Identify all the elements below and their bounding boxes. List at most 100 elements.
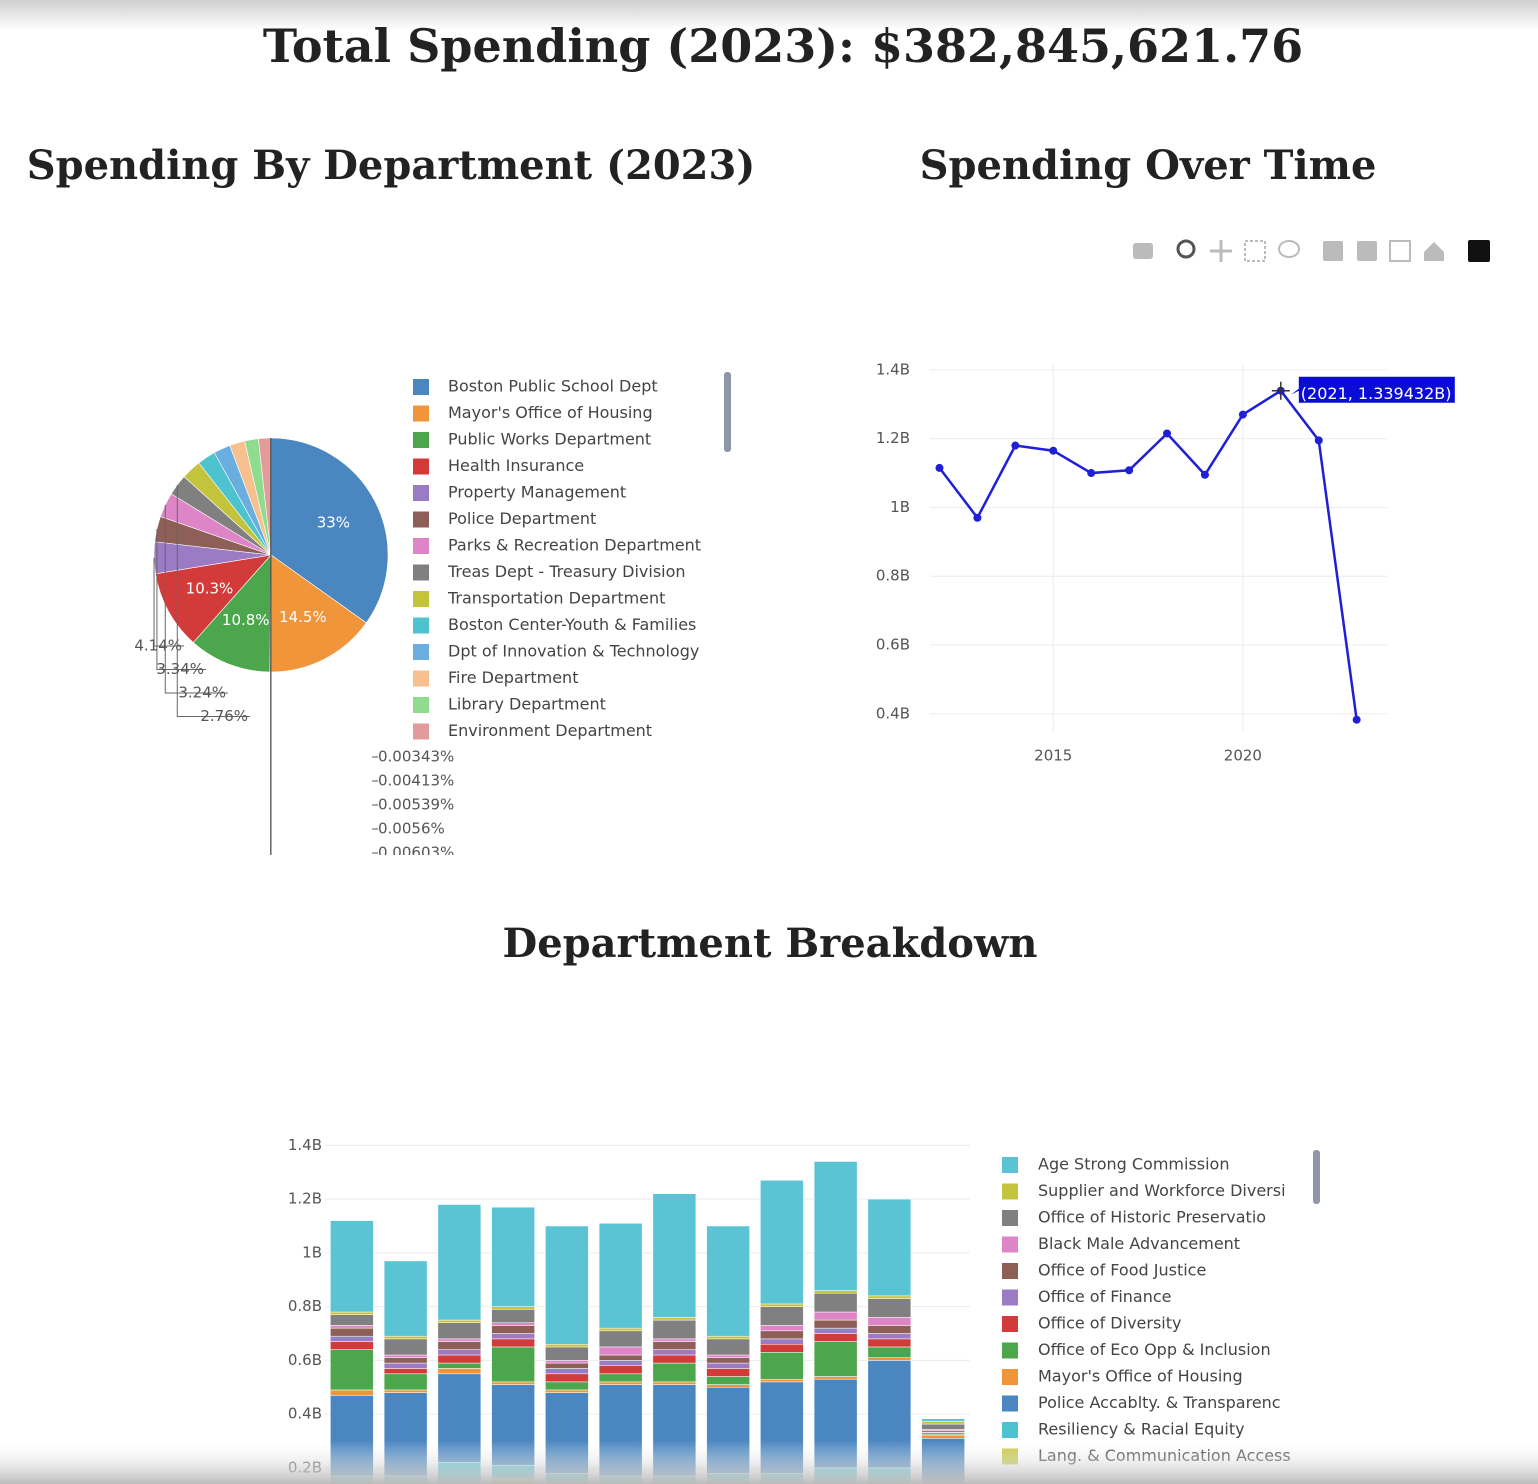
slice-label: 0.00413% [378, 772, 454, 790]
legend-swatch [413, 458, 429, 475]
legend-swatch [1002, 1422, 1018, 1438]
bar-segment [598, 1223, 643, 1329]
bar-segment [867, 1333, 912, 1340]
bar-segment [330, 1311, 374, 1315]
bar-segment [867, 1198, 912, 1297]
legend-swatch [1002, 1236, 1018, 1253]
hover-label: (2021, 1.339432B) [1301, 384, 1452, 403]
legend-label: Public Works Department [448, 430, 651, 449]
bar-segment [813, 1327, 858, 1334]
legend-label: Office of Food Justice [1038, 1261, 1206, 1280]
slice-label: 0.0056% [378, 820, 445, 838]
bar-segment [760, 1180, 804, 1305]
slice-label: 14.5% [279, 608, 327, 626]
bar-segment [437, 1349, 482, 1356]
bar-segment [330, 1389, 374, 1396]
line-marker [1314, 436, 1323, 445]
bar-segment [545, 1373, 589, 1383]
zoom-in-icon[interactable] [1323, 241, 1343, 261]
bar-segment [491, 1206, 535, 1307]
legend-swatch [413, 591, 429, 607]
pan-icon[interactable] [1210, 240, 1232, 262]
bar-segment [867, 1317, 912, 1326]
bars [330, 1161, 965, 1484]
bar-segment [545, 1389, 589, 1393]
bar-segment [330, 1325, 374, 1329]
hover-crosshair [1271, 381, 1290, 400]
bar-segment [545, 1368, 589, 1375]
bar-segment [760, 1344, 804, 1353]
slice-label: 2.76% [200, 707, 248, 725]
slice-label: 0.00539% [378, 796, 454, 814]
legend-label: Treas Dept - Treasury Division [447, 562, 686, 581]
pie-slice [270, 437, 389, 624]
bar-segment [867, 1325, 912, 1334]
bar-segment [491, 1338, 535, 1348]
bar-segment [813, 1341, 858, 1377]
line-marker [1049, 446, 1058, 455]
bar-segment [867, 1338, 912, 1348]
plotly-logo[interactable] [1468, 240, 1490, 262]
line-marker [935, 463, 944, 472]
hover-box [1290, 376, 1455, 403]
page-title: Total Spending (2023): $382,845,621.76 [263, 19, 1303, 73]
line-marker [1163, 429, 1172, 438]
legend-label: Age Strong Commission [1038, 1155, 1229, 1174]
bar-segment [760, 1338, 804, 1345]
bar-segment [652, 1317, 697, 1321]
legend-label: Office of Diversity [1038, 1314, 1181, 1333]
bar-segment [652, 1354, 697, 1364]
reset-icon[interactable] [1424, 242, 1444, 261]
bar-segment [598, 1381, 643, 1385]
y-tick-label: 1.2B [288, 1190, 322, 1208]
legend-swatch [413, 485, 429, 501]
header-shade [0, 0, 1538, 30]
bar-segment [706, 1225, 750, 1337]
y-tick-label: 1.4B [288, 1136, 322, 1154]
legend-scrollbar[interactable] [1313, 1150, 1320, 1204]
bar-segment [598, 1365, 643, 1375]
leader-line [153, 557, 184, 647]
legend-label: Property Management [448, 483, 626, 502]
bar-segment [330, 1327, 374, 1337]
legend-swatch [413, 538, 429, 554]
legend-label: Office of Eco Opp & Inclusion [1038, 1340, 1271, 1359]
legend-swatch [1002, 1289, 1018, 1306]
autoscale-icon[interactable] [1389, 240, 1411, 262]
select-icon[interactable] [1244, 240, 1266, 262]
y-tick-label: 0.8B [288, 1297, 322, 1315]
bar-segment [813, 1290, 858, 1294]
bar-segment [652, 1319, 697, 1340]
legend-swatch [413, 432, 429, 448]
bar-segment [760, 1325, 804, 1332]
legend-scrollbar[interactable] [724, 372, 731, 452]
y-tick-label: 0.8B [876, 567, 910, 585]
bar-segment [383, 1389, 428, 1393]
bar-segment [437, 1204, 482, 1321]
bar-segment [598, 1330, 643, 1348]
bar-segment [383, 1354, 428, 1358]
bar-segment [383, 1357, 428, 1364]
pie-slice [192, 554, 272, 673]
zoom-icon[interactable] [1176, 239, 1196, 259]
bar-segment [491, 1309, 535, 1323]
y-tick-label: 1.4B [876, 360, 910, 378]
x-tick-label: 2015 [1034, 747, 1072, 765]
legend-label: Health Insurance [448, 456, 584, 475]
bar-segment [437, 1319, 482, 1323]
camera-icon[interactable] [1133, 243, 1153, 259]
bar-segment [760, 1330, 804, 1340]
lasso-icon[interactable] [1278, 240, 1300, 258]
pie-slice [269, 554, 367, 673]
legend-label: Environment Department [448, 721, 652, 740]
zoom-out-icon[interactable] [1357, 241, 1377, 261]
bar-segment [330, 1314, 374, 1326]
legend-label: Library Department [448, 695, 606, 714]
line-chart: 0.4B 0.6B 0.8B 1B 1.2B 1.4B 2015 2020 (2021, 1.3… [876, 360, 1455, 765]
line-marker [1125, 466, 1134, 475]
modebar[interactable] [1133, 239, 1490, 262]
pie-slice [155, 554, 272, 643]
bar-segment [706, 1376, 750, 1385]
leader-line [164, 504, 228, 694]
